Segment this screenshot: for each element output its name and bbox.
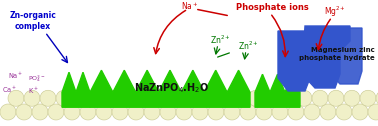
Circle shape <box>0 104 16 120</box>
Text: Zn$^{2+}$: Zn$^{2+}$ <box>238 40 258 52</box>
Circle shape <box>320 104 336 120</box>
Circle shape <box>80 104 96 120</box>
Circle shape <box>264 90 280 106</box>
Text: Na$^+$: Na$^+$ <box>8 71 24 81</box>
Circle shape <box>72 90 88 106</box>
Circle shape <box>128 104 144 120</box>
Circle shape <box>352 104 368 120</box>
Text: Magnesium zinc
phosphate hydrate: Magnesium zinc phosphate hydrate <box>299 47 375 61</box>
Text: Zn$^{2+}$: Zn$^{2+}$ <box>210 34 230 46</box>
Circle shape <box>104 90 120 106</box>
Circle shape <box>280 90 296 106</box>
Circle shape <box>32 104 48 120</box>
Circle shape <box>24 90 40 106</box>
Text: Na$^+$: Na$^+$ <box>181 0 199 12</box>
Circle shape <box>136 90 152 106</box>
Circle shape <box>360 90 376 106</box>
Circle shape <box>208 104 224 120</box>
Circle shape <box>216 90 232 106</box>
Circle shape <box>240 104 256 120</box>
Text: K$^+$: K$^+$ <box>28 86 39 96</box>
Text: Mg$^{2+}$: Mg$^{2+}$ <box>324 5 346 19</box>
Circle shape <box>224 104 240 120</box>
Circle shape <box>48 104 64 120</box>
Circle shape <box>296 90 312 106</box>
Circle shape <box>120 90 136 106</box>
Circle shape <box>56 90 72 106</box>
Circle shape <box>184 90 200 106</box>
Polygon shape <box>90 70 250 107</box>
Circle shape <box>344 90 360 106</box>
Circle shape <box>248 90 264 106</box>
Circle shape <box>64 104 80 120</box>
Circle shape <box>8 90 24 106</box>
Text: Zn-organic
complex: Zn-organic complex <box>9 11 56 31</box>
Polygon shape <box>62 72 90 107</box>
Circle shape <box>304 104 320 120</box>
Circle shape <box>88 90 104 106</box>
Circle shape <box>168 90 184 106</box>
Circle shape <box>160 104 176 120</box>
Polygon shape <box>328 28 362 84</box>
Text: PO$_4^{3-}$: PO$_4^{3-}$ <box>28 74 46 84</box>
Circle shape <box>200 90 216 106</box>
Circle shape <box>272 104 288 120</box>
Polygon shape <box>255 74 300 107</box>
Circle shape <box>368 104 378 120</box>
Circle shape <box>192 104 208 120</box>
Circle shape <box>40 90 56 106</box>
Circle shape <box>336 104 352 120</box>
Polygon shape <box>278 31 318 91</box>
Polygon shape <box>302 26 350 88</box>
Circle shape <box>232 90 248 106</box>
Text: Ca$^+$: Ca$^+$ <box>2 85 17 95</box>
Text: Phosphate ions: Phosphate ions <box>235 4 308 12</box>
Circle shape <box>112 104 128 120</box>
Circle shape <box>176 104 192 120</box>
Circle shape <box>16 104 32 120</box>
Circle shape <box>256 104 272 120</box>
Circle shape <box>288 104 304 120</box>
Circle shape <box>144 104 160 120</box>
Circle shape <box>96 104 112 120</box>
Circle shape <box>152 90 168 106</box>
Circle shape <box>328 90 344 106</box>
Circle shape <box>376 90 378 106</box>
Circle shape <box>312 90 328 106</box>
Text: NaZnPO$_4$.H$_2$O: NaZnPO$_4$.H$_2$O <box>135 81 209 95</box>
